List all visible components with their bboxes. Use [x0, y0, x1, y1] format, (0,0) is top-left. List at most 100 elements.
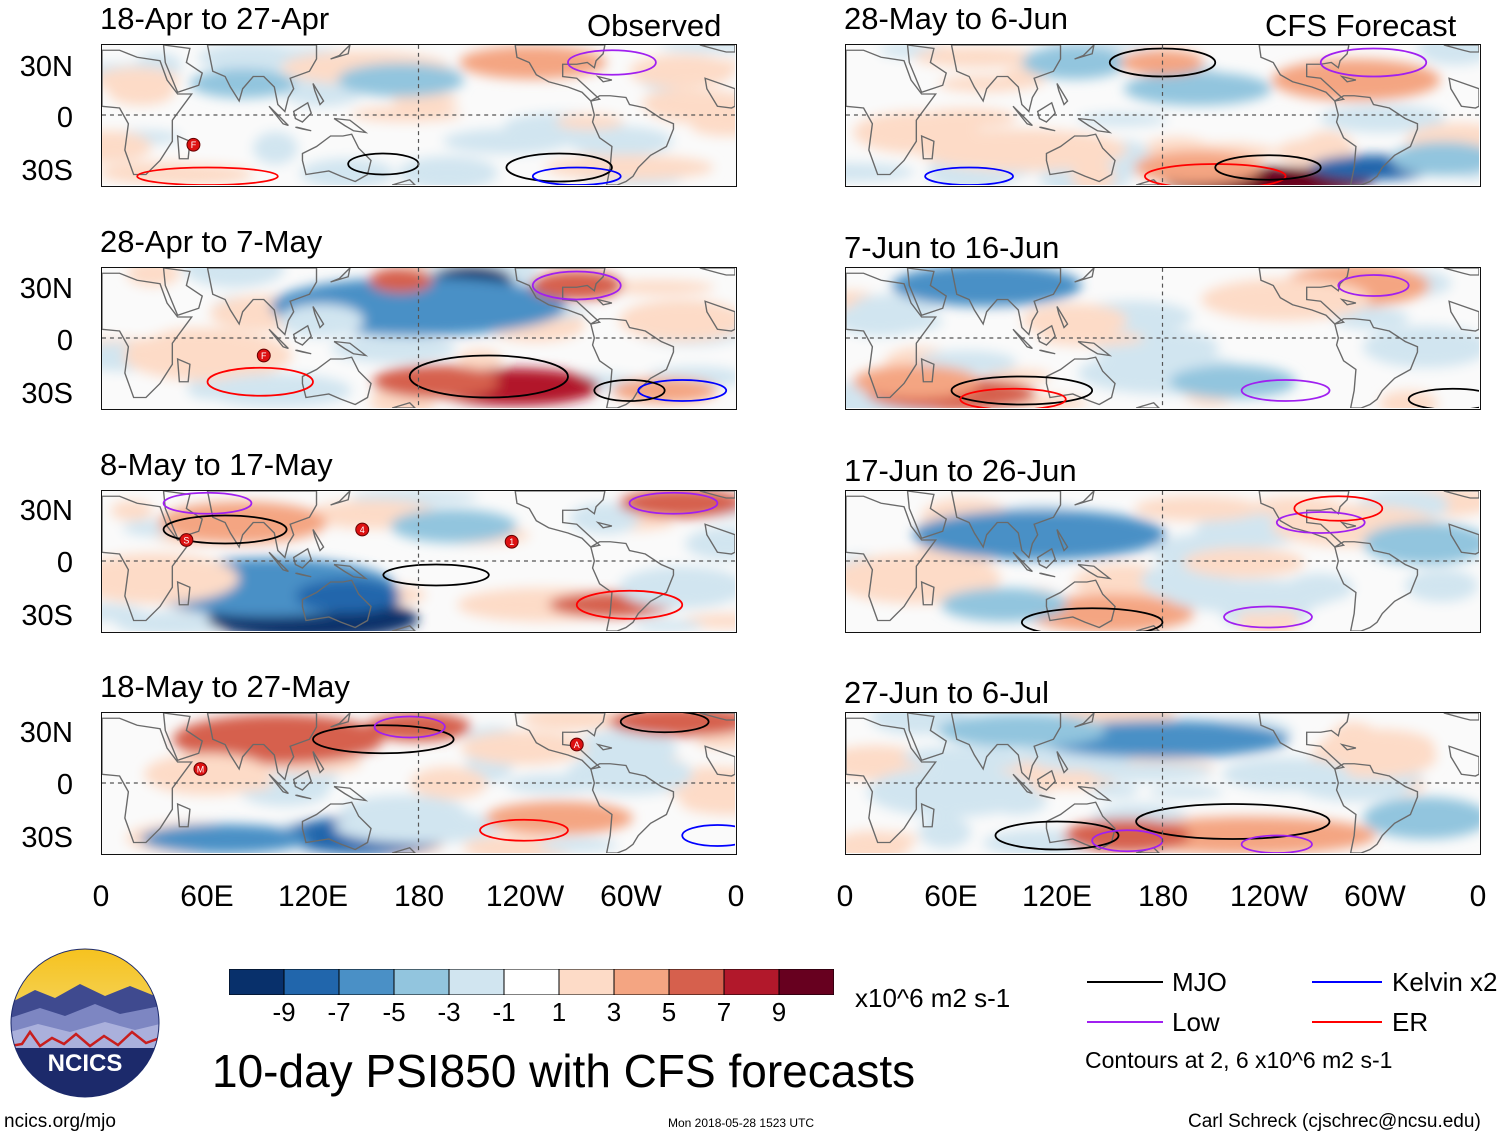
storm-marker: 1: [504, 534, 519, 549]
anomaly-region: [1166, 579, 1335, 613]
anomaly-region: [334, 809, 503, 844]
land-outline: [1039, 126, 1056, 132]
wave-contour: [373, 715, 446, 739]
footer-timestamp: Mon 2018-05-28 1523 UTC: [668, 1116, 815, 1130]
panel-title-fc3: 17-Jun to 26-Jun: [844, 453, 1077, 488]
wave-contour: [1223, 605, 1313, 629]
xtick: 120W: [485, 880, 565, 913]
panel-title-fc4: 27-Jun to 6-Jul: [844, 675, 1050, 710]
land-outline: [590, 541, 675, 631]
anomaly-region: [102, 67, 180, 93]
land-outline: [1258, 713, 1350, 770]
anomaly-region: [918, 816, 972, 849]
land-outline: [590, 763, 675, 853]
wave-contour: [1337, 274, 1410, 297]
wave-contour: [1020, 607, 1164, 631]
colorbar-tick-label: -7: [327, 997, 351, 1027]
land-outline: [920, 802, 935, 828]
anomaly-region: [295, 579, 401, 613]
map-panel-obs3: S 4 1: [101, 490, 737, 633]
land-outline: [312, 751, 325, 774]
legend-line-er: [1312, 1021, 1382, 1023]
wave-contour: [531, 270, 622, 301]
anomaly-region: [1064, 818, 1191, 853]
land-outline: [268, 328, 289, 350]
land-outline: [292, 324, 313, 346]
land-outline: [1074, 268, 1095, 283]
land-outline: [1443, 268, 1479, 276]
land-outline: [704, 77, 735, 109]
land-outline: [333, 117, 369, 134]
colorbar-tick-label: -9: [272, 997, 296, 1027]
wave-contour: [1319, 47, 1428, 78]
anomaly-region: [690, 116, 735, 137]
ytick-30n: 30N: [19, 51, 73, 83]
land-outline: [1448, 523, 1479, 555]
colorbar-swatch: [228, 968, 285, 996]
svg-text:4: 4: [360, 525, 365, 535]
storm-marker: M: [193, 762, 208, 776]
panel-title-obs4: 18-May to 27-May: [100, 669, 350, 704]
anomaly-region: [1169, 364, 1297, 399]
land-outline: [950, 268, 1062, 336]
colorbar-tick-label: -1: [492, 997, 516, 1027]
xtick: 120E: [277, 880, 349, 913]
panel-title-fc1: 28-May to 6-Jun: [844, 1, 1068, 36]
ytick-0: 0: [56, 102, 73, 134]
land-outline: [1077, 340, 1113, 357]
land-outline: [1012, 105, 1033, 127]
anomaly-region: [1222, 757, 1349, 792]
ytick-30s: 30S: [21, 155, 73, 187]
wave-contour: [1144, 163, 1287, 185]
wave-contour: [1293, 495, 1384, 522]
ytick-30n: 30N: [19, 273, 73, 305]
xtick: 60E: [924, 880, 978, 913]
legend-note: Contours at 2, 6 x10^6 m2 s-1: [1085, 1047, 1393, 1073]
logo-text: NCICS: [48, 1050, 123, 1077]
anomaly-region: [695, 732, 735, 750]
anomaly-region: [530, 270, 624, 301]
svg-text:F: F: [261, 351, 267, 361]
anomaly-region: [110, 500, 154, 521]
land-outline: [102, 717, 194, 844]
land-outline: [292, 547, 313, 569]
anomaly-region: [390, 509, 517, 543]
wave-contour: [1240, 379, 1331, 402]
wave-contour: [959, 387, 1067, 408]
land-outline: [1036, 547, 1057, 569]
xtick: 180: [1137, 880, 1189, 913]
land-outline: [1045, 133, 1116, 183]
legend-line-mjo: [1087, 981, 1163, 983]
land-outline: [1036, 324, 1057, 346]
land-outline: [699, 491, 735, 499]
xtick: 60W: [600, 880, 662, 913]
land-outline: [295, 349, 312, 355]
anomaly-region: [140, 824, 310, 853]
anomaly-region: [1123, 71, 1272, 106]
land-outline: [1135, 401, 1160, 408]
anomaly-region: [1089, 762, 1213, 781]
land-outline: [846, 717, 938, 844]
anomaly-region: [846, 162, 915, 182]
land-outline: [1074, 45, 1095, 60]
colorbar-swatch: [723, 968, 780, 996]
anomaly-region: [458, 45, 607, 80]
land-outline: [699, 45, 735, 53]
land-outline: [1045, 579, 1116, 629]
land-outline: [595, 743, 613, 751]
land-outline: [1039, 794, 1056, 800]
ytick-30s: 30S: [21, 378, 73, 410]
land-outline: [292, 769, 313, 791]
panel-title-fc2: 7-Jun to 16-Jun: [844, 230, 1060, 265]
wave-contour: [206, 366, 314, 397]
anomaly-region: [685, 527, 735, 560]
land-outline: [312, 306, 325, 329]
colorbar-swatch: [558, 968, 615, 996]
map-panel-obs2: F: [101, 267, 737, 410]
anomaly-region: [846, 553, 1001, 604]
svg-text:S: S: [183, 535, 189, 545]
land-outline: [1077, 563, 1113, 580]
storm-marker: F: [256, 348, 271, 363]
wave-contour: [994, 820, 1120, 851]
land-outline: [950, 491, 1062, 559]
